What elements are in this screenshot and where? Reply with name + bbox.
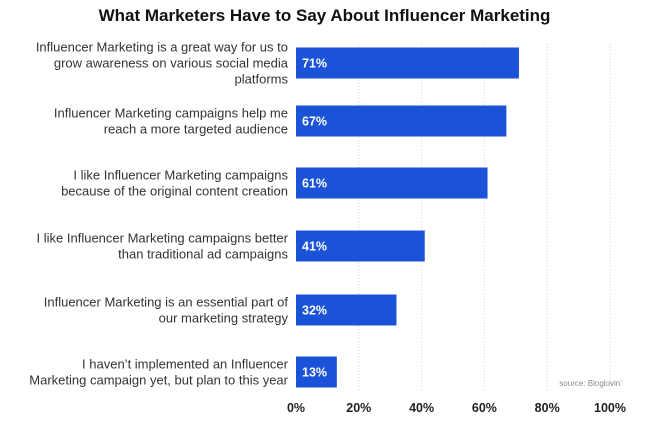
value-labels: 71% 67% 61% 41% 32% 13% <box>302 57 327 380</box>
x-tick-label: 60% <box>472 401 497 415</box>
category-label: I haven’t implemented an Influencer Marke… <box>29 357 288 388</box>
chart-title: What Marketers Have to Say About Influen… <box>98 6 551 25</box>
category-label: Influencer Marketing is an essential par… <box>44 295 289 326</box>
value-label: 32% <box>302 304 327 318</box>
category-label: I like Influencer Marketing campaigns bec… <box>61 168 288 199</box>
category-labels: Influencer Marketing is a great way for … <box>29 40 288 388</box>
bar <box>296 356 337 388</box>
bars <box>296 47 519 388</box>
x-axis-ticks: 0% 20% 40% 60% 80% 100% <box>287 401 626 415</box>
x-tick-label: 40% <box>409 401 434 415</box>
category-label: Influencer Marketing campaigns help me re… <box>54 106 288 137</box>
x-tick-label: 20% <box>346 401 371 415</box>
bar <box>296 294 397 326</box>
bar <box>296 105 507 137</box>
x-tick-label: 80% <box>535 401 560 415</box>
source-note: source: Bloglovin’ <box>559 379 622 388</box>
value-label: 13% <box>302 366 327 380</box>
bar <box>296 167 488 199</box>
value-label: 41% <box>302 240 327 254</box>
category-label: I like Influencer Marketing campaigns be… <box>37 231 289 262</box>
x-tick-label: 0% <box>287 401 305 415</box>
grid-lines <box>358 44 611 390</box>
value-label: 61% <box>302 177 327 191</box>
bar <box>296 47 519 79</box>
value-label: 71% <box>302 57 327 71</box>
value-label: 67% <box>302 115 327 129</box>
x-tick-label: 100% <box>594 401 626 415</box>
category-label: Influencer Marketing is a great way for … <box>36 40 289 87</box>
bar <box>296 230 425 262</box>
